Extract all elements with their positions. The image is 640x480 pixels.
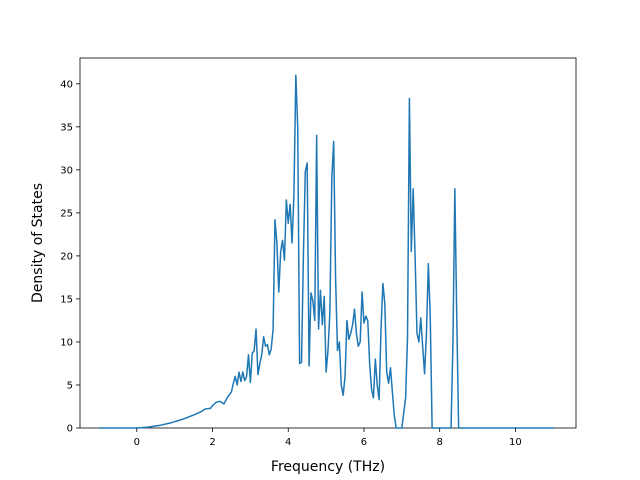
series-layer [98,74,554,429]
x-tick-label: 2 [209,437,215,448]
y-axis-title: Density of States [30,183,46,303]
y-tick-label: 0 [67,424,73,435]
y-tick-label: 35 [60,122,73,133]
x-axis-ticks: 0 2 4 6 8 10 [134,428,522,448]
x-tick-label: 6 [361,437,367,448]
x-tick-label: 8 [437,437,443,448]
plot-frame [79,57,577,429]
plot-area: 0 2 4 6 8 10 0 5 10 15 20 25 30 35 40 [60,57,577,448]
x-tick-label: 0 [134,437,140,448]
y-tick-label: 25 [60,208,73,219]
x-tick-label: 10 [509,437,522,448]
y-tick-label: 5 [67,380,73,391]
x-tick-label: 4 [285,437,291,448]
x-axis-title: Frequency (THz) [271,459,385,475]
series-line-0 [98,74,554,429]
y-tick-label: 10 [60,337,73,348]
y-tick-label: 15 [60,294,73,305]
y-tick-label: 20 [60,251,73,262]
y-tick-label: 30 [60,165,73,176]
y-tick-label: 40 [60,79,73,90]
y-axis-ticks: 0 5 10 15 20 25 30 35 40 [60,79,80,435]
